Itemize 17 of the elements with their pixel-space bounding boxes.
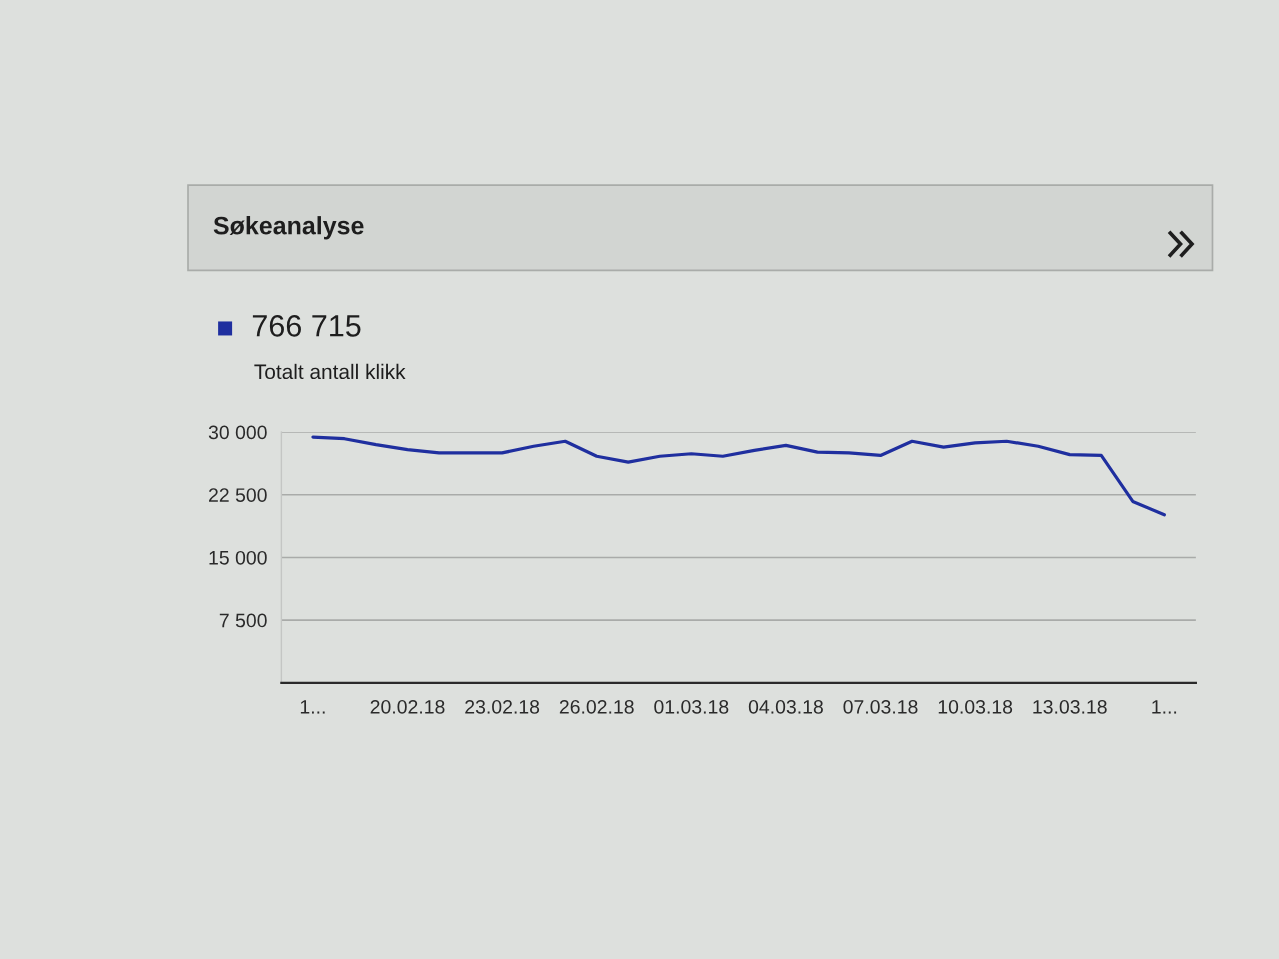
y-tick-label: 22 500	[209, 488, 267, 502]
text: Totalt antall klikk	[254, 363, 406, 380]
x-tick-label: 1...	[300, 700, 325, 714]
x-tick-label: 1...	[1152, 700, 1177, 714]
x-tick-label: 26.02.18	[559, 699, 634, 714]
chart-title: Søkeanalyse	[213, 216, 364, 240]
x-tick-label: 04.03.18	[748, 699, 823, 714]
x-tick-label: 07.03.18	[843, 699, 918, 714]
x-tick-label: 10.03.18	[938, 699, 1013, 714]
x-tick-label: 13.03.18	[1033, 699, 1107, 714]
x-tick-label: 23.02.18	[465, 699, 540, 714]
y-tick-label: 15 000	[209, 550, 267, 565]
x-tick-label: 01.03.18	[654, 699, 729, 714]
x-tick-label: 20.02.18	[370, 699, 445, 714]
text: 766 715	[252, 315, 361, 337]
y-tick-label: 7 500	[219, 613, 267, 628]
y-tick-label: 30 000	[208, 425, 267, 440]
